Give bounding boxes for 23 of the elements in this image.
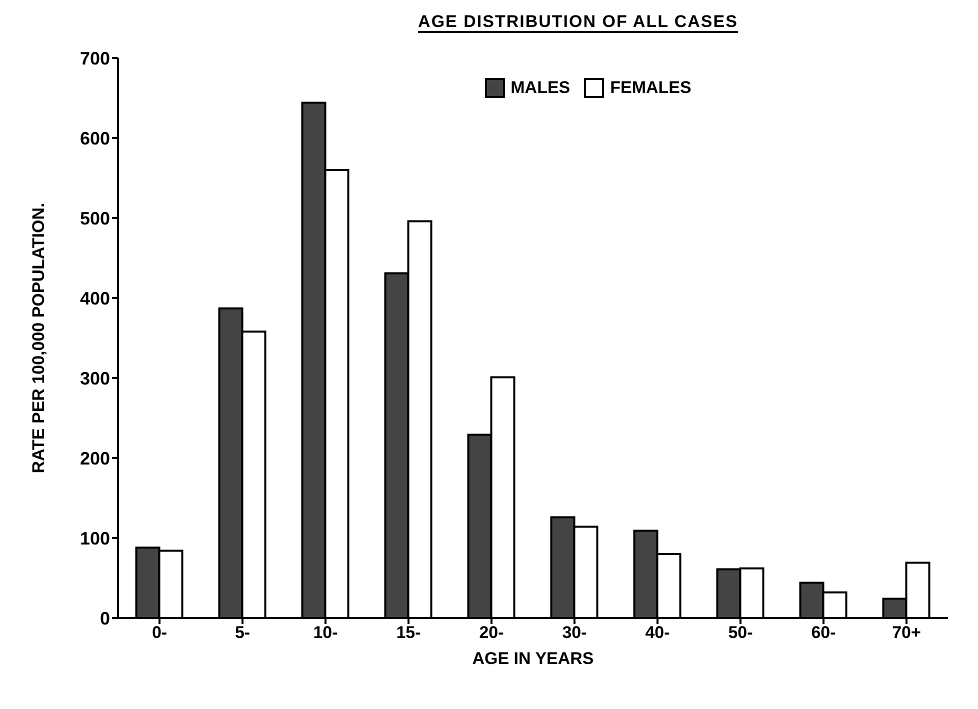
legend-label: MALES <box>510 78 570 98</box>
legend-label: FEMALES <box>610 78 692 98</box>
y-tick-label: 500 <box>80 208 110 228</box>
chart-title: AGE DISTRIBUTION OF ALL CASES <box>418 12 738 33</box>
y-tick-label: 600 <box>80 128 110 148</box>
y-axis-title: RATE PER 100,000 POPULATION. <box>29 202 48 474</box>
y-tick-label: 0 <box>100 608 110 628</box>
x-tick-label: 0- <box>152 623 168 642</box>
x-axis-title: AGE IN YEARS <box>472 649 594 668</box>
y-tick-label: 200 <box>80 448 110 468</box>
x-tick-label: 10- <box>313 623 338 642</box>
y-tick-label: 300 <box>80 368 110 388</box>
x-tick-label: 40- <box>645 623 670 642</box>
x-tick-label: 15- <box>396 623 421 642</box>
x-tick-label: 5- <box>234 623 250 642</box>
x-tick-label: 20- <box>479 623 504 642</box>
y-tick-label: 100 <box>80 528 110 548</box>
y-tick-label: 400 <box>80 288 110 308</box>
x-tick-label: 30- <box>562 623 587 642</box>
x-tick-label: 70+ <box>892 623 921 642</box>
y-tick-label: 700 <box>80 48 110 68</box>
x-tick-label: 50- <box>728 623 753 642</box>
x-tick-label: 60- <box>811 623 836 642</box>
